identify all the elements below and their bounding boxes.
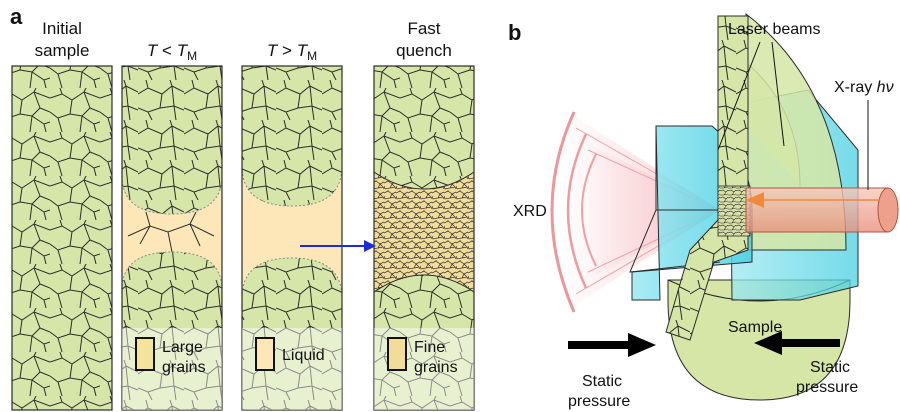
sample-strip: [665, 15, 751, 341]
static-pressure-right-line2: pressure: [796, 379, 858, 396]
col2-header: T < TM: [147, 41, 197, 63]
laser-beams-label: Laser beams: [728, 21, 821, 38]
col4-header-line1: Fast: [407, 19, 440, 38]
svg-text:Liquid: Liquid: [282, 347, 325, 364]
static-pressure-left-line2: pressure: [568, 393, 630, 410]
static-pressure-left-line1: Static: [582, 373, 622, 390]
legend-fine-grains: Fine grains: [387, 337, 458, 376]
xrd-label: XRD: [513, 203, 547, 220]
initial-sample-column: [12, 66, 112, 410]
xray-label: X-ray hν: [834, 79, 894, 96]
panel-b-letter: b: [508, 20, 521, 45]
laser-pointer-1: [717, 41, 761, 151]
panel-a-letter: a: [10, 4, 23, 29]
legend-large-grains: Large grains: [135, 337, 206, 376]
col1-header-line1: Initial: [42, 19, 82, 38]
col4-header-line2: quench: [396, 41, 452, 60]
col3-header: T > TM: [267, 41, 317, 63]
col1-header-line2: sample: [35, 41, 90, 60]
legend-liquid: Liquid: [255, 337, 325, 371]
svg-text:grains: grains: [414, 359, 458, 376]
xrd-rings: [550, 111, 597, 313]
svg-text:Large: Large: [162, 339, 203, 356]
quench-arrow: [300, 240, 376, 252]
xray-beam: [745, 187, 899, 233]
svg-text:Fine: Fine: [414, 339, 445, 356]
svg-text:grains: grains: [162, 359, 206, 376]
static-pressure-right-line1: Static: [810, 359, 850, 376]
sample-label: Sample: [728, 319, 782, 336]
static-pressure-left-arrow: [568, 333, 656, 357]
static-pressure-right-arrow: [754, 331, 840, 355]
laser-pointer-2: [771, 41, 785, 147]
